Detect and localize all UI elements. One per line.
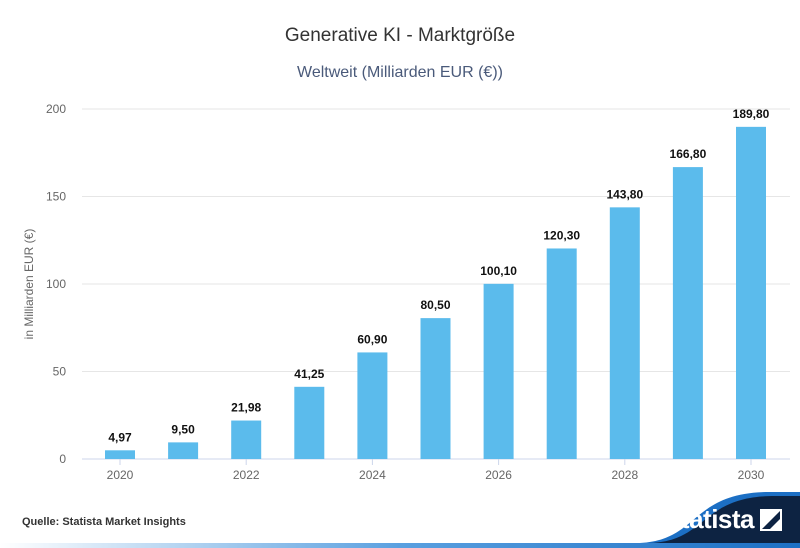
bar-2029: [672, 167, 703, 459]
bar-2027: [546, 248, 577, 459]
x-tick-label: 2024: [359, 468, 386, 482]
bar-2030: [736, 126, 766, 459]
y-tick-label: 50: [53, 365, 67, 379]
statista-logo[interactable]: statista: [667, 504, 782, 535]
chart-subtitle: Weltweit (Milliarden EUR (€)): [297, 64, 503, 81]
x-tick-label: 2022: [233, 468, 260, 482]
bar-2028: [609, 207, 640, 459]
data-label: 9,50: [171, 422, 195, 436]
source-note: Quelle: Statista Market Insights: [22, 516, 186, 528]
bar-2021: [168, 442, 199, 459]
data-label: 41,25: [294, 367, 324, 381]
bar-2026: [483, 283, 514, 459]
y-tick-label: 0: [59, 452, 66, 466]
data-label: 21,98: [231, 401, 261, 415]
data-label: 4,97: [108, 430, 132, 444]
data-label: 166,80: [670, 147, 707, 161]
y-tick-label: 200: [46, 102, 66, 116]
bar-2024: [357, 352, 388, 459]
x-tick-label: 2026: [485, 468, 512, 482]
bar-2020: [105, 450, 135, 459]
bar-2025: [420, 318, 451, 459]
x-tick-label: 2020: [107, 468, 134, 482]
data-label: 120,30: [543, 228, 580, 242]
y-axis-label: in Milliarden EUR (€): [22, 229, 36, 340]
data-label: 189,80: [733, 107, 770, 121]
chart-title: Generative KI - Marktgröße: [284, 25, 516, 46]
statista-logo-icon: [760, 508, 782, 531]
x-tick-label: 2028: [611, 468, 638, 482]
y-tick-label: 150: [46, 190, 66, 204]
data-label: 80,50: [420, 298, 450, 312]
data-label: 60,90: [357, 332, 387, 346]
data-label: 100,10: [480, 264, 517, 278]
bar-2022: [231, 420, 262, 459]
bar-2023: [294, 386, 325, 459]
x-tick-label: 2030: [738, 468, 765, 482]
logo-text: statista: [666, 504, 755, 534]
y-tick-label: 100: [46, 277, 66, 291]
data-label: 143,80: [606, 187, 643, 201]
